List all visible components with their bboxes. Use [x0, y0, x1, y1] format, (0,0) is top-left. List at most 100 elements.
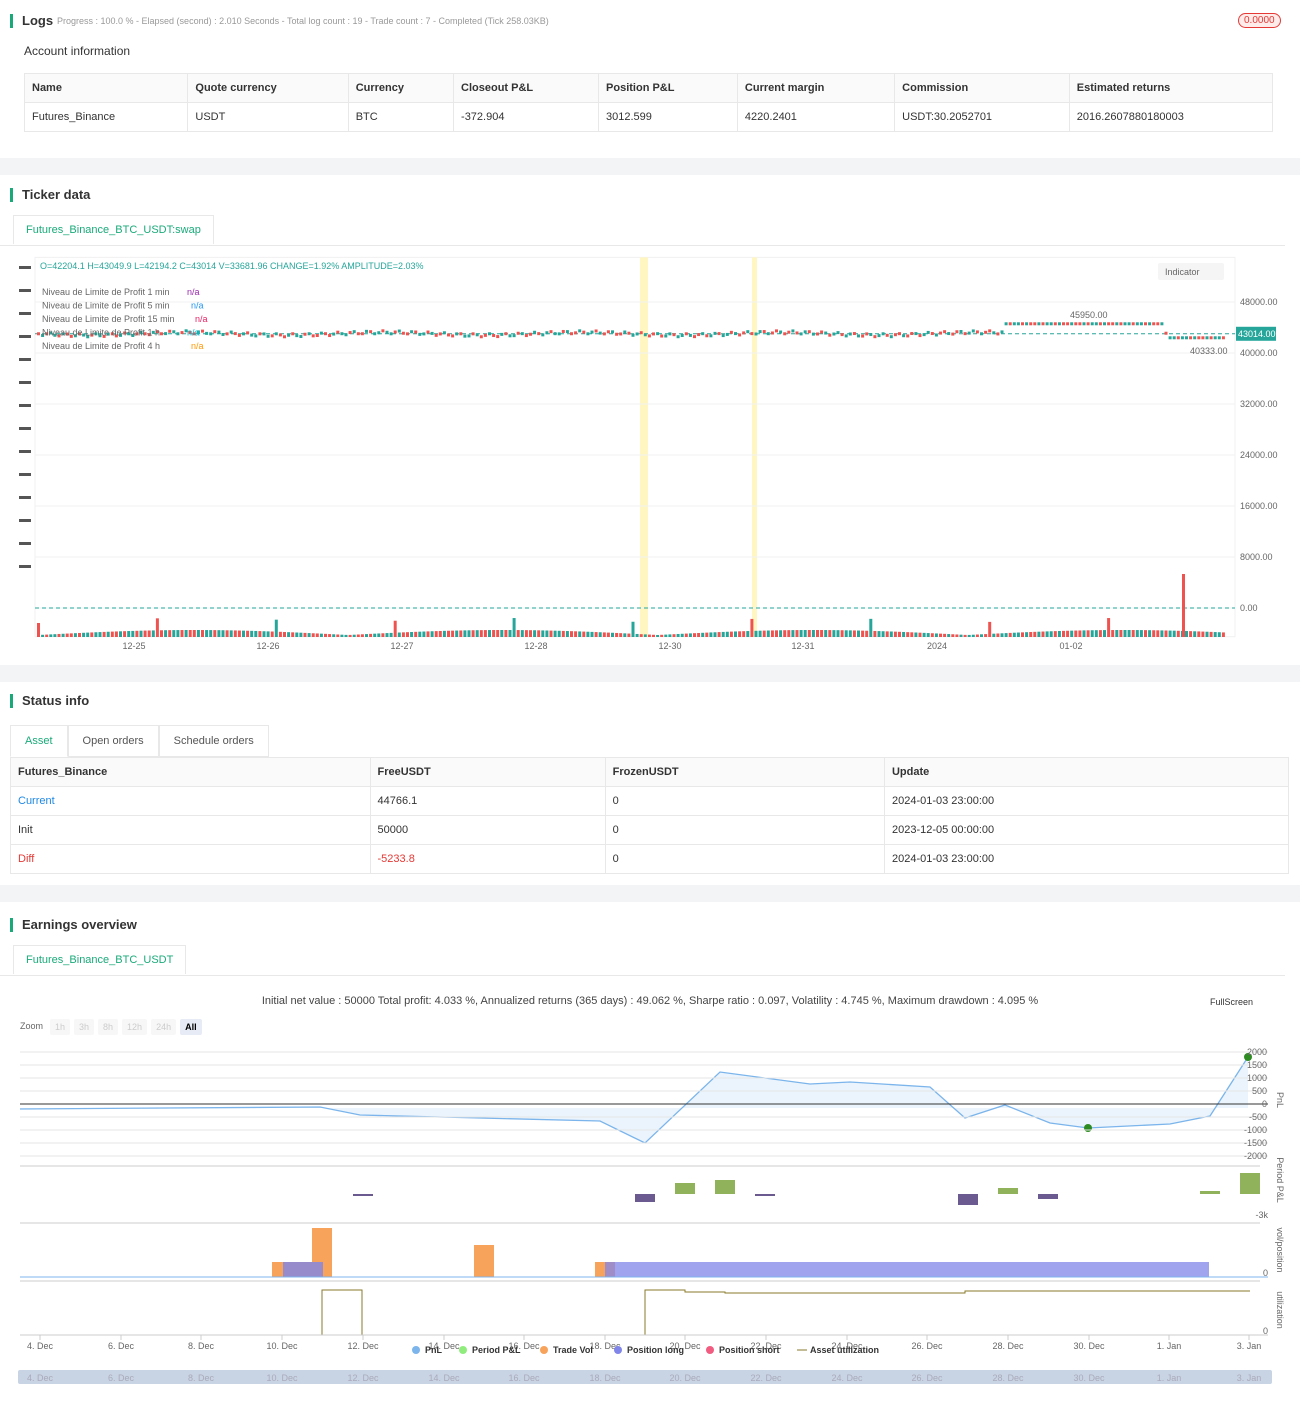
- navigator-label: 30. Dec: [1073, 1373, 1105, 1383]
- volume-bar: [565, 631, 569, 637]
- volume-bar: [311, 633, 315, 637]
- zoom-button[interactable]: All: [180, 1019, 202, 1035]
- volume-bar: [307, 633, 311, 637]
- tool-icon[interactable]: [19, 450, 31, 453]
- candle: [119, 333, 122, 337]
- tool-icon[interactable]: [19, 404, 31, 407]
- volume-bar: [898, 631, 901, 637]
- x-tick-label: 12-28: [524, 641, 547, 651]
- tool-icon[interactable]: [19, 473, 31, 476]
- tool-icon[interactable]: [19, 542, 31, 545]
- volume-bar: [926, 633, 930, 637]
- candle: [1144, 322, 1147, 326]
- candle: [1086, 322, 1090, 326]
- navigator-label: 1. Jan: [1157, 1373, 1182, 1383]
- tool-icon[interactable]: [19, 335, 31, 338]
- zoom-button[interactable]: 12h: [122, 1019, 148, 1035]
- candle: [705, 334, 709, 338]
- cell: 0: [604, 844, 885, 874]
- legend-item[interactable]: PnL: [425, 1345, 443, 1355]
- volume-bar: [820, 630, 824, 637]
- candle: [1164, 331, 1168, 335]
- volume-bar: [602, 632, 606, 637]
- candle: [656, 332, 660, 336]
- volume-bar: [701, 632, 705, 637]
- candle: [926, 330, 930, 334]
- tool-icon[interactable]: [19, 312, 31, 315]
- tool-icon[interactable]: [19, 519, 31, 522]
- volume-bar: [734, 631, 737, 637]
- indicator-button[interactable]: [1158, 263, 1224, 280]
- volume-bar: [1152, 630, 1156, 637]
- legend-value: n/a: [191, 301, 204, 311]
- tool-icon[interactable]: [19, 381, 31, 384]
- volume-bar: [459, 630, 463, 637]
- candle: [114, 334, 118, 338]
- legend-item[interactable]: Position long: [627, 1345, 684, 1355]
- volume-bar: [922, 632, 926, 637]
- volume-bar: [135, 630, 139, 637]
- y-tick-label: -3k: [1255, 1210, 1268, 1220]
- volume-bar: [119, 631, 122, 637]
- legend-value: n/a: [187, 328, 200, 338]
- account-table: Name Quote currency Currency Closeout P&L Po…: [23, 73, 1274, 132]
- x-tick-label: 12. Dec: [347, 1341, 379, 1351]
- tab[interactable]: Futures_Binance_BTC_USDT: [13, 945, 187, 974]
- volume-bar: [762, 630, 766, 637]
- candle: [488, 332, 491, 336]
- navigator-label: 12. Dec: [347, 1373, 379, 1383]
- tab[interactable]: Open orders: [67, 725, 159, 757]
- candle: [237, 333, 241, 337]
- zoom-button[interactable]: 1h: [50, 1019, 71, 1035]
- legend-item[interactable]: Asset utilization: [810, 1345, 879, 1355]
- candle: [1004, 322, 1008, 326]
- y-tick-label: 32000.00: [1240, 399, 1278, 409]
- tool-icon[interactable]: [19, 266, 31, 269]
- tool-icon[interactable]: [19, 496, 31, 499]
- fullscreen-button[interactable]: FullScreen: [1210, 997, 1254, 1007]
- volume-bar: [775, 630, 778, 637]
- candle: [1201, 336, 1205, 340]
- tab[interactable]: Futures_Binance_BTC_USDT:swap: [13, 215, 214, 244]
- volume-bar: [988, 621, 992, 637]
- volume-bar: [857, 630, 860, 637]
- candle: [988, 329, 992, 333]
- candle: [557, 332, 561, 336]
- header-cell: Futures_Binance: [10, 757, 371, 787]
- legend-item[interactable]: Period P&L: [472, 1345, 521, 1355]
- zoom-button[interactable]: 3h: [74, 1019, 95, 1035]
- zoom-button[interactable]: 24h: [151, 1019, 177, 1035]
- zoom-button[interactable]: 8h: [98, 1019, 119, 1035]
- x-tick-label: 8. Dec: [188, 1341, 215, 1351]
- volume-bar: [1098, 630, 1102, 637]
- tool-icon[interactable]: [19, 427, 31, 430]
- candle: [455, 332, 459, 336]
- candle: [930, 332, 934, 336]
- x-tick-label: 3. Jan: [1237, 1341, 1262, 1351]
- candle: [537, 332, 541, 336]
- volume-bar: [758, 630, 762, 637]
- cell: 4220.2401: [736, 102, 896, 132]
- tab[interactable]: Asset: [10, 725, 68, 757]
- candle: [807, 330, 811, 334]
- volume-bar: [1213, 632, 1217, 637]
- candle: [565, 330, 569, 334]
- legend-item[interactable]: Position short: [719, 1345, 780, 1355]
- candle: [729, 330, 733, 334]
- volume-bar: [221, 630, 225, 637]
- tool-icon[interactable]: [19, 358, 31, 361]
- volume-bar: [352, 634, 356, 637]
- volume-bar: [1189, 631, 1193, 637]
- candle: [369, 330, 373, 334]
- divider: [0, 975, 1285, 976]
- legend-item[interactable]: Trade Vol: [553, 1345, 593, 1355]
- cell: 2024-01-03 23:00:00: [883, 786, 1290, 816]
- candle: [217, 330, 221, 334]
- tab[interactable]: Schedule orders: [158, 725, 269, 757]
- tool-icon[interactable]: [19, 289, 31, 292]
- candle: [393, 330, 397, 334]
- candle: [717, 332, 721, 336]
- candle: [1168, 336, 1172, 340]
- min-point: [1084, 1124, 1092, 1132]
- tool-icon[interactable]: [19, 565, 31, 568]
